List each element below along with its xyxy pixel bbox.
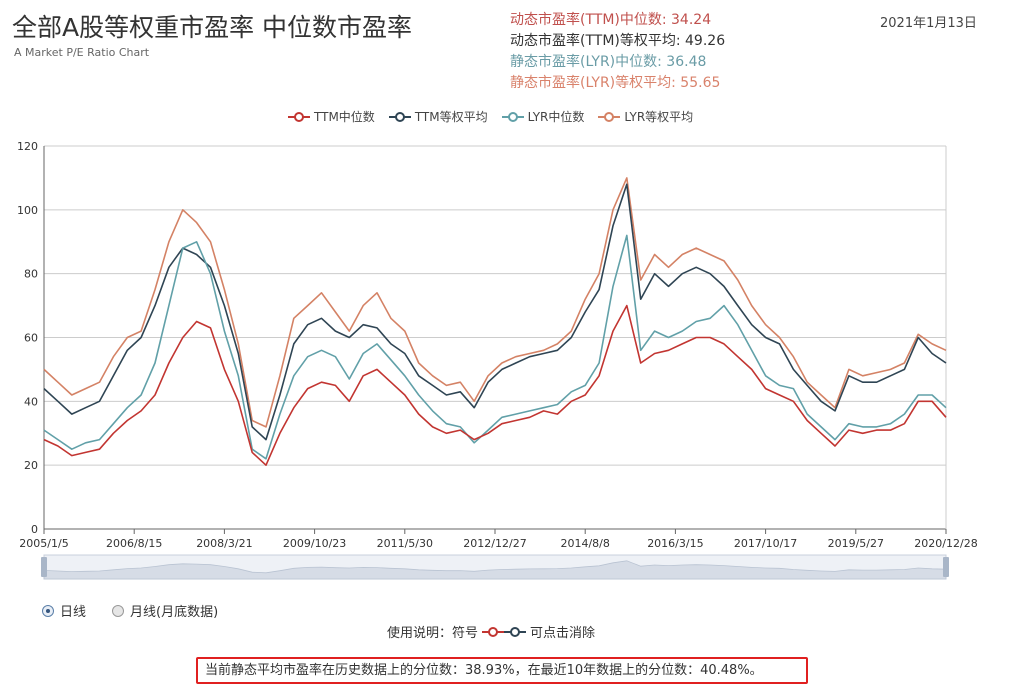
y-tick-label: 80: [24, 268, 38, 281]
stats-panel: 动态市盈率(TTM)中位数: 34.24 动态市盈率(TTM)等权平均: 49.…: [510, 10, 725, 94]
zoom-handle-left: [41, 557, 47, 577]
x-tick-label: 2005/1/5: [19, 537, 68, 550]
y-tick-label: 100: [17, 204, 38, 217]
legend-symbol-icon: [482, 626, 527, 637]
legend-label: TTM中位数: [314, 110, 375, 124]
chart-subtitle: A Market P/E Ratio Chart: [14, 46, 150, 59]
series-line: [43, 183, 947, 441]
chart-legend: TTM中位数 TTM等权平均 LYR中位数 LYR等权平均: [288, 108, 693, 125]
x-tick-label: 2011/5/30: [377, 537, 433, 550]
x-tick-label: 2019/5/27: [828, 537, 884, 550]
x-tick-label: 2012/12/27: [463, 537, 526, 550]
daily-radio[interactable]: 日线: [42, 601, 86, 620]
y-tick-label: 40: [24, 395, 38, 408]
y-tick-label: 60: [24, 332, 38, 345]
x-tick-label: 2006/8/15: [106, 537, 162, 550]
legend-item-ttm-mean[interactable]: TTM等权平均: [388, 108, 488, 125]
legend-item-ttm-median[interactable]: TTM中位数: [288, 108, 375, 125]
x-tick-label: 2009/10/23: [283, 537, 346, 550]
stat-ttm-mean: 动态市盈率(TTM)等权平均: 49.26: [510, 33, 726, 49]
usage-instructions: 使用说明：符号 可点击消除: [387, 622, 595, 641]
monthly-radio[interactable]: 月线(月底数据): [112, 601, 218, 620]
x-tick-label: 2008/3/21: [196, 537, 252, 550]
y-tick-label: 20: [24, 459, 38, 472]
radio-unselected-icon: [112, 604, 125, 617]
stat-lyr-mean: 静态市盈率(LYR)等权平均: 55.65: [510, 75, 721, 91]
period-selector: 日线 月线(月底数据): [42, 601, 218, 620]
zoom-slider-preview: [43, 560, 947, 580]
legend-label: TTM等权平均: [414, 110, 488, 124]
legend-line-marker-icon: [388, 111, 411, 122]
current-date: 2021年1月13日: [880, 16, 977, 31]
legend-item-lyr-median[interactable]: LYR中位数: [501, 108, 585, 125]
radio-selected-icon: [42, 604, 54, 617]
chart-title: 全部A股等权重市盈率 中位数市盈率: [12, 13, 413, 42]
legend-line-marker-icon: [501, 111, 524, 122]
zoom-handle-right: [943, 557, 949, 577]
y-tick-label: 0: [31, 523, 38, 536]
series-line: [43, 304, 947, 466]
usage-prefix: 使用说明：符号: [387, 626, 479, 641]
stat-ttm-median: 动态市盈率(TTM)中位数: 34.24: [510, 12, 712, 28]
pe-ratio-line-chart: 0 20 40 60 80 100 120 2005/1/5 2006/8/15 2008/3/2…: [17, 140, 978, 580]
legend-item-lyr-mean[interactable]: LYR等权平均: [598, 108, 693, 125]
monthly-label: 月线(月底数据): [130, 605, 219, 620]
series-line: [43, 234, 947, 460]
x-tick-label: 2014/8/8: [560, 537, 609, 550]
legend-label: LYR等权平均: [624, 110, 694, 124]
x-tick-label: 2020/12/28: [914, 537, 977, 550]
y-tick-label: 120: [17, 140, 38, 153]
legend-line-marker-icon: [598, 111, 621, 122]
daily-label: 日线: [60, 605, 87, 620]
legend-line-marker-icon: [288, 111, 310, 122]
series-line: [43, 177, 947, 428]
percentile-note: 当前静态平均市盈率在历史数据上的分位数：38.93%，在最近10年数据上的分位数…: [196, 657, 808, 684]
x-tick-label: 2017/10/17: [734, 537, 797, 550]
stat-lyr-median: 静态市盈率(LYR)中位数: 36.48: [510, 54, 707, 70]
legend-label: LYR中位数: [527, 110, 585, 124]
x-tick-label: 2016/3/15: [647, 537, 703, 550]
usage-suffix: 可点击消除: [530, 626, 596, 641]
